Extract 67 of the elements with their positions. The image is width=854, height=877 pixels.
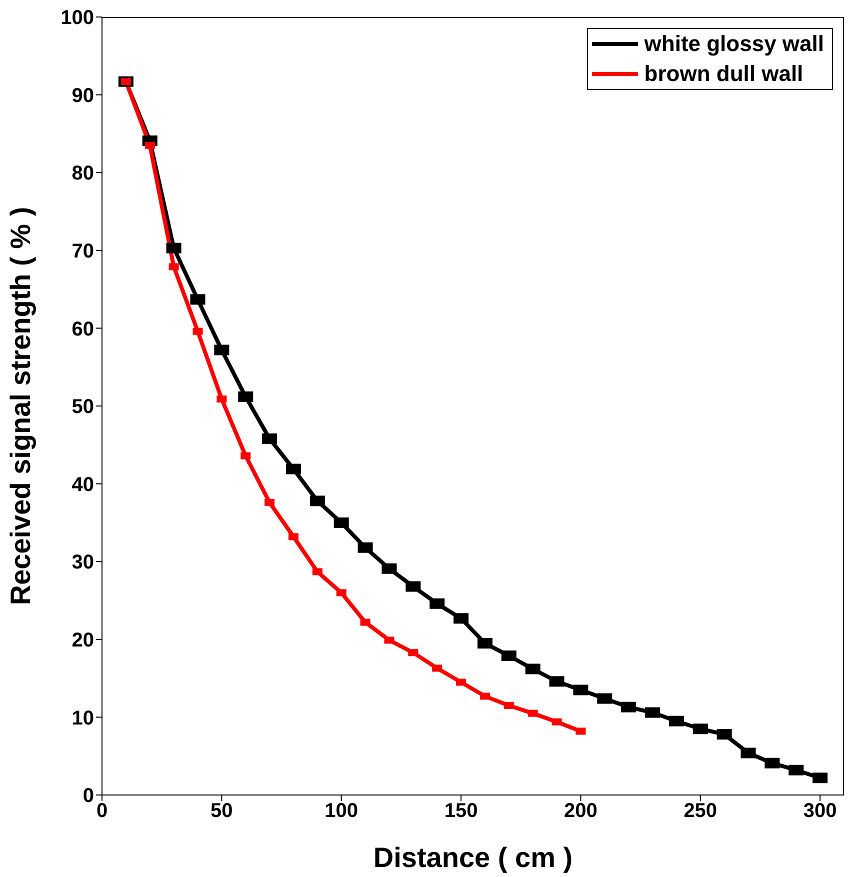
point	[668, 716, 684, 726]
x-tick-label: 100	[324, 800, 358, 822]
point	[384, 636, 394, 644]
y-tick-label: 80	[72, 162, 94, 185]
point	[454, 613, 469, 624]
point	[812, 772, 828, 784]
x-axis-title: Distance ( cm )	[373, 842, 573, 873]
point	[504, 702, 514, 710]
point	[358, 542, 373, 553]
point	[264, 498, 275, 506]
y-tick-label: 70	[72, 240, 94, 262]
point	[573, 684, 588, 696]
point	[336, 589, 346, 596]
x-tick-label: 200	[564, 800, 598, 822]
point	[525, 664, 540, 674]
point	[501, 650, 516, 661]
point	[214, 344, 230, 356]
point	[621, 702, 636, 712]
point	[286, 464, 301, 474]
y-tick-label: 60	[72, 318, 94, 340]
point	[692, 724, 708, 734]
y-tick-label: 0	[82, 785, 94, 808]
point	[528, 710, 538, 717]
y-tick-label: 30	[72, 552, 94, 574]
point	[382, 563, 397, 574]
x-tick-label: 150	[444, 800, 478, 822]
point	[262, 433, 278, 444]
point	[190, 294, 206, 305]
point	[408, 649, 418, 656]
point	[360, 618, 370, 626]
point	[238, 391, 254, 402]
point	[334, 517, 349, 528]
x-tick-label: 300	[803, 800, 837, 822]
point	[166, 242, 182, 254]
legend-label: white glossy wall	[644, 31, 824, 57]
x-tick-label: 0	[96, 800, 108, 822]
point	[456, 678, 466, 686]
point	[310, 496, 325, 506]
point	[192, 328, 203, 335]
point	[288, 533, 298, 540]
y-tick-label: 100	[60, 7, 94, 30]
point	[549, 676, 564, 687]
point	[432, 664, 442, 672]
x-tick-label: 250	[684, 800, 718, 822]
point	[740, 748, 756, 758]
point	[716, 729, 732, 740]
point	[552, 718, 562, 726]
point	[645, 707, 660, 718]
point	[168, 263, 179, 270]
point	[576, 728, 586, 735]
y-tick-label: 50	[72, 396, 94, 418]
point	[312, 568, 322, 576]
y-tick-label: 40	[72, 474, 94, 496]
y-axis-title: Received signal strength ( % )	[4, 206, 36, 606]
point	[597, 693, 612, 704]
point	[240, 452, 251, 460]
point	[430, 598, 445, 609]
y-tick-label: 20	[72, 630, 94, 652]
y-tick-label: 10	[72, 707, 94, 730]
point	[764, 758, 780, 768]
y-tick-label: 90	[72, 84, 94, 107]
point	[788, 764, 804, 776]
point	[406, 581, 421, 592]
x-tick-label: 50	[210, 800, 233, 822]
legend-label: brown dull wall	[644, 61, 804, 87]
point	[477, 638, 492, 649]
point	[480, 692, 490, 700]
